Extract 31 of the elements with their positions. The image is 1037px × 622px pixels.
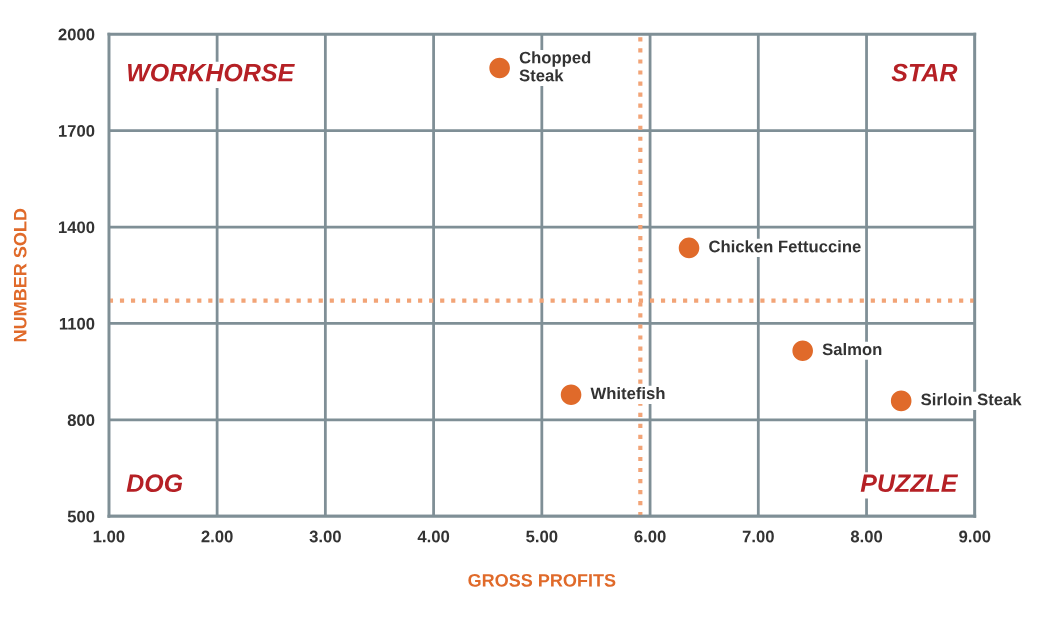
y-tick-label: 800 xyxy=(67,414,95,427)
x-tick-label: 2.00 xyxy=(201,530,233,543)
annotation: Whitefish xyxy=(590,387,665,400)
x-tick-label: 9.00 xyxy=(959,530,991,543)
annotation: Salmon xyxy=(822,342,882,356)
point xyxy=(678,237,700,259)
point xyxy=(890,390,912,412)
y-tick-label: 2000 xyxy=(58,28,95,41)
annotation: Chicken Fettuccine xyxy=(709,240,861,253)
y-tick-label: 500 xyxy=(67,510,95,523)
x-tick-label: 7.00 xyxy=(742,530,774,543)
x-tick-label: 1.00 xyxy=(93,530,125,543)
annotation: DOG xyxy=(126,474,183,493)
annotation: PUZZLE xyxy=(860,474,959,493)
x-tick-label: 8.00 xyxy=(850,530,883,543)
annotation: WORKHORSE xyxy=(128,63,295,82)
x-axis-title: GROSS PROFITS xyxy=(468,573,616,587)
y-tick-label: 1100 xyxy=(59,317,95,330)
point xyxy=(560,384,582,406)
annotation: STAR xyxy=(891,63,958,82)
point xyxy=(489,57,510,79)
x-tick-label: 5.00 xyxy=(526,530,558,543)
y-tick-label: 1700 xyxy=(58,125,95,137)
x-tick-label: 4.00 xyxy=(417,530,450,543)
x-tick-label: 3.00 xyxy=(309,530,341,543)
x-tick-label: 6.00 xyxy=(634,530,666,543)
y-tick-label: 1400 xyxy=(58,221,95,234)
y-axis-title: NUMBER SOLD xyxy=(13,208,27,342)
point xyxy=(792,340,813,362)
annotation: Sirloin Steak xyxy=(921,393,1022,406)
annotation: Chopped Steak xyxy=(519,51,591,82)
